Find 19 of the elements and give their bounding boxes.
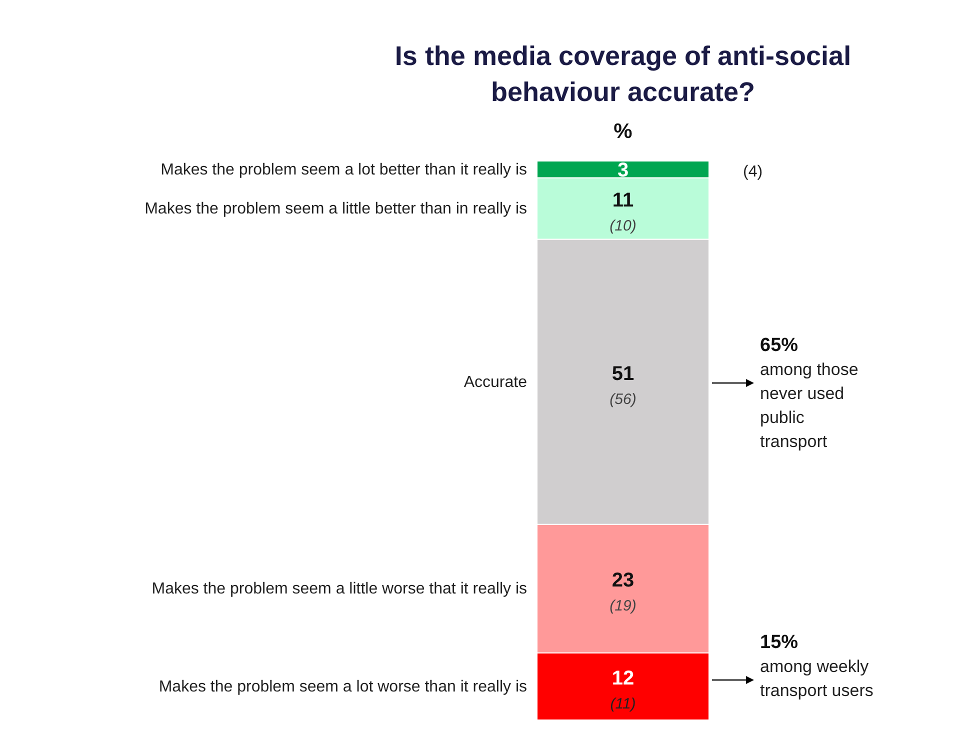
- data-label: 11: [612, 190, 634, 212]
- text: 15% among weekly transport users: [760, 632, 874, 700]
- annotation: (11): [610, 695, 636, 712]
- data-label: 23: [612, 570, 634, 592]
- series-label: Makes the problem seem a little better than in really is: [144, 200, 527, 218]
- series-label: Makes the problem seem a lot worse than it really is: [158, 678, 527, 696]
- text: 65% among those never used public transport: [760, 335, 858, 451]
- series-label: Makes the problem seem a lot better than it really is: [160, 161, 527, 178]
- annotation: (10): [610, 218, 636, 235]
- data-label: 12: [612, 667, 634, 690]
- annotation: (56): [610, 390, 636, 408]
- data-label: 3: [617, 159, 629, 182]
- chart-title: Is the media coverage of anti-social behaviour accurate?: [394, 40, 852, 109]
- series-label: Accurate: [464, 374, 528, 391]
- chart-subtitle: %: [612, 120, 634, 144]
- data-label: 51: [612, 362, 634, 385]
- series-label: Makes the problem seem a little worse that it really is: [152, 580, 527, 598]
- text: (4): [743, 163, 763, 180]
- annotation: (19): [610, 598, 636, 615]
